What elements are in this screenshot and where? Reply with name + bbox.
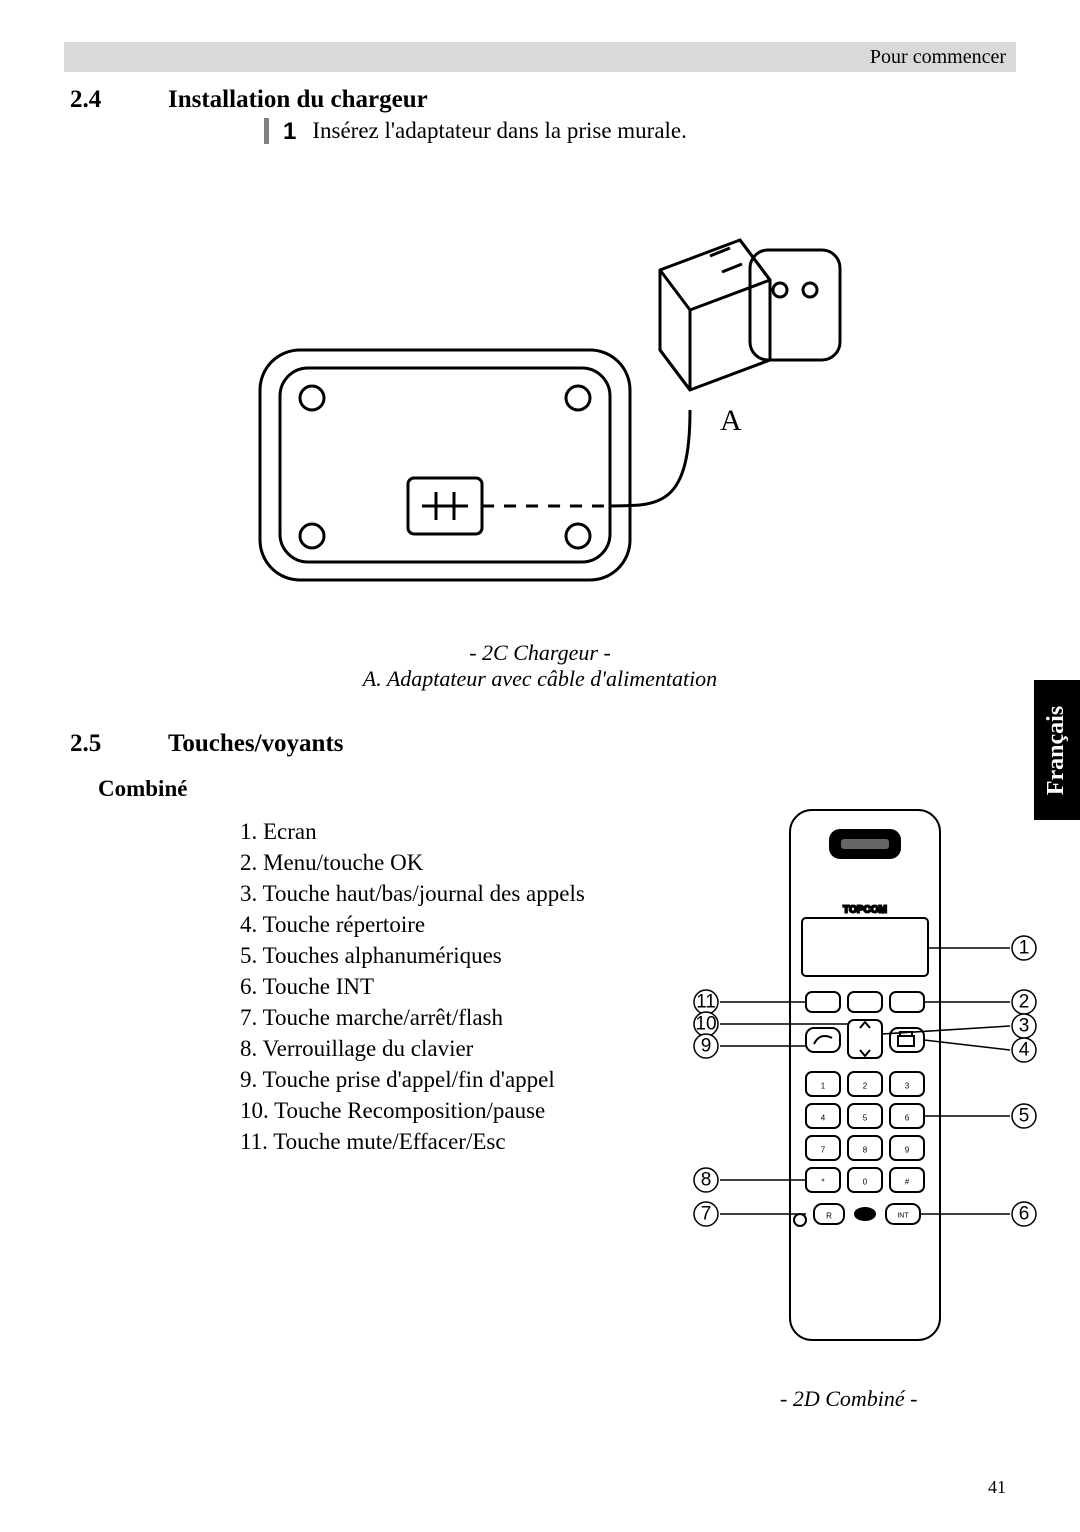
svg-text:R: R — [826, 1212, 832, 1221]
subheading-combine: Combiné — [98, 776, 187, 802]
svg-text:11: 11 — [696, 992, 716, 1013]
page-number: 41 — [988, 1477, 1006, 1498]
svg-text:5: 5 — [1019, 1106, 1030, 1127]
svg-text:4: 4 — [821, 1114, 826, 1123]
list-item: 1. Ecran — [240, 816, 585, 847]
figure-2d-handset: TOPCOM — [680, 800, 1050, 1360]
svg-text:7: 7 — [821, 1146, 826, 1155]
brand-label: TOPCOM — [843, 905, 887, 916]
svg-text:4: 4 — [1019, 1040, 1030, 1061]
list-item: 11. Touche mute/Effacer/Esc — [240, 1126, 585, 1157]
svg-text:3: 3 — [1019, 1016, 1030, 1037]
svg-text:#: # — [905, 1178, 910, 1187]
svg-text:9: 9 — [905, 1146, 910, 1155]
list-item: 7. Touche marche/arrêt/flash — [240, 1002, 585, 1033]
svg-text:5: 5 — [863, 1114, 868, 1123]
svg-text:9: 9 — [701, 1036, 712, 1057]
step-1-number: 1 — [283, 118, 296, 145]
svg-text:3: 3 — [905, 1082, 910, 1091]
svg-text:1: 1 — [821, 1082, 826, 1091]
list-item: 8. Verrouillage du clavier — [240, 1033, 585, 1064]
svg-text:7: 7 — [701, 1204, 712, 1225]
handset-key-list: 1. Ecran 2. Menu/touche OK 3. Touche hau… — [240, 816, 585, 1158]
svg-text:2: 2 — [1019, 992, 1030, 1013]
list-item: 2. Menu/touche OK — [240, 847, 585, 878]
figure-2c-charger: A — [240, 210, 860, 620]
list-item: 5. Touches alphanumériques — [240, 940, 585, 971]
svg-text:1: 1 — [1019, 938, 1030, 959]
svg-text:10: 10 — [695, 1014, 716, 1035]
step-1: 1 Insérez l'adaptateur dans la prise mur… — [264, 118, 687, 146]
svg-text:0: 0 — [863, 1178, 868, 1187]
step-marker — [264, 118, 269, 144]
svg-text:8: 8 — [701, 1170, 712, 1191]
language-label: Français — [1044, 705, 1071, 794]
svg-text:6: 6 — [1019, 1204, 1030, 1225]
section-2-5-title: Touches/voyants — [168, 730, 344, 758]
caption-2c-line2: A. Adaptateur avec câble d'alimentation — [0, 666, 1080, 692]
section-2-5-number: 2.5 — [70, 730, 101, 757]
caption-2c-line1: - 2C Chargeur - — [0, 640, 1080, 666]
section-2-4-number: 2.4 — [70, 86, 101, 113]
list-item: 9. Touche prise d'appel/fin d'appel — [240, 1064, 585, 1095]
header-breadcrumb: Pour commencer — [870, 46, 1006, 69]
svg-text:*: * — [821, 1178, 824, 1187]
list-item: 10. Touche Recomposition/pause — [240, 1095, 585, 1126]
figure-label-A: A — [720, 404, 742, 437]
list-item: 6. Touche INT — [240, 971, 585, 1002]
step-1-text: Insérez l'adaptateur dans la prise mural… — [312, 118, 687, 143]
svg-text:6: 6 — [905, 1114, 910, 1123]
svg-text:INT: INT — [897, 1213, 909, 1220]
language-tab: Français — [1034, 680, 1080, 820]
svg-text:2: 2 — [863, 1082, 868, 1091]
figure-2c-caption: - 2C Chargeur - A. Adaptateur avec câble… — [0, 640, 1080, 692]
list-item: 3. Touche haut/bas/journal des appels — [240, 878, 585, 909]
figure-2d-caption: - 2D Combiné - — [780, 1386, 917, 1412]
list-item: 4. Touche répertoire — [240, 909, 585, 940]
svg-text:8: 8 — [863, 1146, 868, 1155]
section-2-4-title: Installation du chargeur — [168, 86, 428, 114]
